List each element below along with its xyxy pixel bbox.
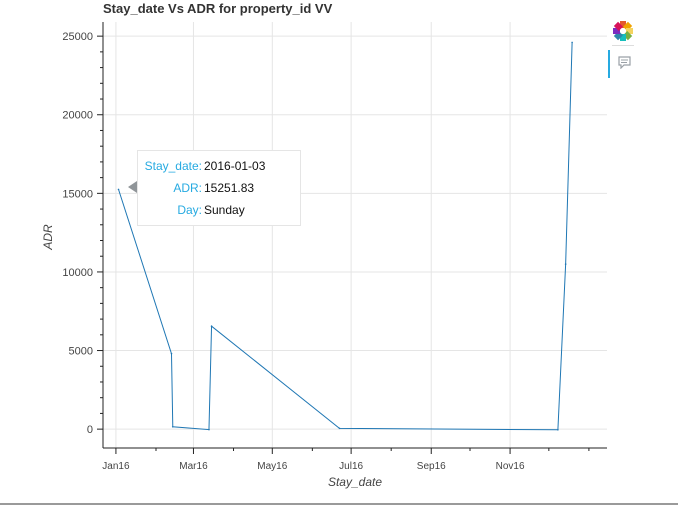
tooltip-value: 15251.83 <box>204 181 255 195</box>
y-tick-label: 5000 <box>69 346 93 358</box>
y-tick-label: 10000 <box>62 267 93 279</box>
x-axis-label: Stay_date <box>328 475 382 489</box>
tooltip-row-stay-date: Stay_date: 2016-01-03 <box>138 159 302 175</box>
y-tick-label: 15000 <box>62 188 93 200</box>
data-point[interactable] <box>210 325 213 327</box>
tooltip-key: ADR: <box>173 181 202 195</box>
x-tick-label: Sep16 <box>417 461 446 472</box>
x-tick-label: May16 <box>257 461 287 472</box>
chart-title: Stay_date Vs ADR for property_id VV <box>103 1 333 16</box>
data-point[interactable] <box>208 428 210 431</box>
data-point[interactable] <box>171 425 174 428</box>
window-bottom-border <box>0 503 678 505</box>
data-point[interactable] <box>564 263 567 265</box>
y-axis-label: ADR <box>41 224 55 251</box>
chart-toolbar <box>608 18 638 88</box>
x-tick-label: Jan16 <box>102 461 130 472</box>
y-tick-label: 20000 <box>62 110 93 122</box>
toolbar-divider <box>612 45 634 46</box>
y-tick-label: 0 <box>87 424 93 436</box>
tooltip-row-day: Day: Sunday <box>138 203 302 219</box>
data-point[interactable] <box>571 41 573 44</box>
tooltip-key: Stay_date: <box>144 159 202 173</box>
data-point[interactable] <box>117 188 120 191</box>
series-group <box>117 41 573 431</box>
tooltip-key: Day: <box>177 203 202 217</box>
tooltip-value: Sunday <box>204 203 245 217</box>
tooltip-value: 2016-01-03 <box>204 159 266 173</box>
grid-lines <box>103 22 607 448</box>
hover-tooltip: Stay_date: 2016-01-03 ADR: 15251.83 Day:… <box>128 150 302 226</box>
x-tick-label: Mar16 <box>179 461 208 472</box>
y-tick-label: 25000 <box>62 31 93 43</box>
x-tick-label: Jul16 <box>339 461 363 472</box>
data-point[interactable] <box>170 352 173 355</box>
tick-labels: 0 5000 10000 15000 20000 25000 Jan16 Mar16 May16… <box>62 31 525 472</box>
data-point[interactable] <box>557 428 559 431</box>
plot-background <box>103 22 607 448</box>
tooltip-row-adr: ADR: 15251.83 <box>138 181 302 197</box>
axes <box>97 22 607 454</box>
hover-tool-icon <box>618 56 631 69</box>
x-tick-label: Nov16 <box>496 461 525 472</box>
bokeh-logo-icon[interactable] <box>612 20 634 42</box>
data-point[interactable] <box>338 427 341 430</box>
tooltip-pointer <box>128 181 137 193</box>
hover-tool-button[interactable] <box>608 50 638 78</box>
